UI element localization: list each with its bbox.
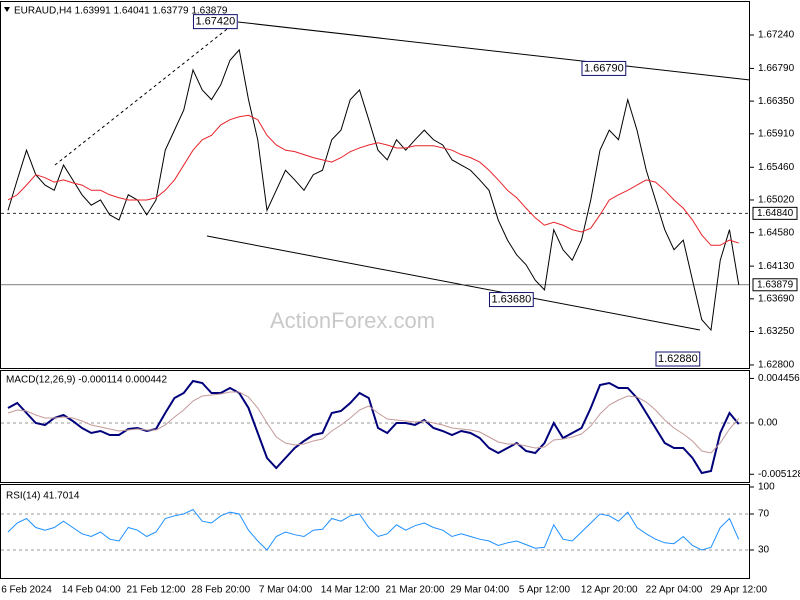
- x-tick-label: 22 Apr 04:00: [646, 585, 703, 596]
- y-tick-label: 1.66790: [758, 63, 795, 74]
- price-label: 1.64840: [757, 208, 794, 219]
- annotation-box: [581, 60, 627, 76]
- macd-panel-frame: [0, 370, 750, 483]
- y-tick-label: 0.004456: [758, 373, 800, 384]
- y-tick-label: 1.63250: [758, 326, 795, 337]
- y-tick-label: 1.65910: [758, 128, 795, 139]
- main-panel-frame: [0, 1, 750, 369]
- channel-lower: [206, 235, 701, 331]
- x-tick-label: 29 Apr 12:00: [710, 585, 767, 596]
- series-line: [7, 379, 740, 475]
- y-tick-label: 0.00: [758, 418, 778, 429]
- annotation-label: 1.62880: [658, 353, 698, 365]
- price-label-box: [752, 206, 798, 220]
- y-tick-label: 1.67240: [758, 30, 795, 41]
- y-tick-label: 30: [758, 545, 770, 556]
- x-tick-label: 28 Feb 20:00: [191, 585, 250, 596]
- annotation-label: 1.66790: [584, 62, 624, 74]
- x-tick-label: 5 Apr 12:00: [519, 585, 571, 596]
- y-tick-label: -0.005128: [758, 469, 800, 480]
- price-label: 1.63879: [757, 279, 794, 290]
- x-tick-label: 21 Mar 20:00: [386, 585, 445, 596]
- y-tick-label: 100: [758, 482, 775, 493]
- y-tick-label: 1.65020: [758, 195, 795, 206]
- annotation-box: [192, 14, 238, 30]
- annotation-box: [488, 292, 534, 308]
- panel-title: RSI(14) 41.7014: [6, 491, 80, 502]
- y-tick-label: 1.64580: [758, 227, 795, 238]
- x-tick-label: 6 Feb 2024: [1, 585, 52, 596]
- series-line: [7, 508, 740, 551]
- watermark: ActionForex.com: [270, 308, 435, 333]
- x-tick-label: 21 Feb 12:00: [127, 585, 186, 596]
- rsi-panel-frame: [0, 484, 750, 579]
- x-tick-label: 14 Feb 04:00: [62, 585, 121, 596]
- annotation-label: 1.63680: [491, 293, 531, 305]
- y-tick-label: 1.63690: [758, 293, 795, 304]
- panel-title: EURAUD,H4 1.63991 1.64041 1.63779 1.6387…: [14, 6, 228, 17]
- y-tick-label: 1.64130: [758, 261, 795, 272]
- series-line: [7, 391, 740, 454]
- trend-line: [54, 21, 237, 166]
- panel-title: MACD(12,26,9) -0.000114 0.000442: [6, 375, 167, 386]
- annotation-label: 1.67420: [195, 16, 235, 28]
- channel-upper: [237, 21, 751, 81]
- price-label-box: [752, 278, 798, 292]
- symbol-menu-icon: [4, 7, 10, 12]
- y-tick-label: 1.65460: [758, 162, 795, 173]
- y-tick-label: 70: [758, 509, 770, 520]
- y-tick-label: 1.66350: [758, 96, 795, 107]
- series-line: [7, 48, 740, 332]
- x-tick-label: 7 Mar 04:00: [259, 585, 313, 596]
- x-tick-label: 14 Mar 12:00: [321, 585, 380, 596]
- x-tick-label: 29 Mar 04:00: [450, 585, 509, 596]
- series-line: [7, 114, 739, 246]
- annotation-box: [655, 351, 701, 367]
- x-tick-label: 12 Apr 20:00: [581, 585, 638, 596]
- y-tick-label: 1.62800: [758, 360, 795, 371]
